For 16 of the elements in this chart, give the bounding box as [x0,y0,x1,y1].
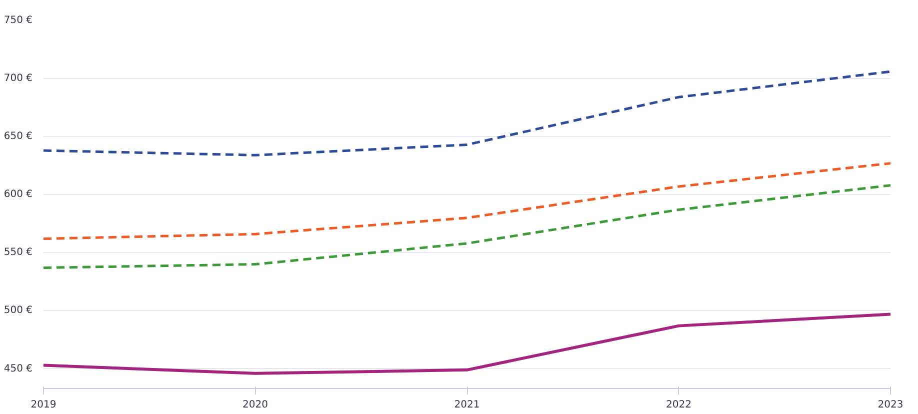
y-tick-label: 500 € [4,305,33,316]
x-tick-label: 2021 [454,400,480,410]
line-series [44,162,890,240]
x-tick-label: 2022 [666,400,692,410]
y-tick-label: 650 € [4,131,33,142]
y-tick-label: 600 € [4,189,33,200]
x-tick-label: 2023 [878,400,904,410]
line-series [44,184,890,270]
line-series [44,70,890,156]
y-tick-label: 450 € [4,363,33,374]
y-tick-label: 750 € [4,15,33,26]
x-tick-label: 2020 [242,400,268,410]
x-tick-label: 2019 [30,400,56,410]
y-tick-label: 550 € [4,247,33,258]
y-tick-label: 700 € [4,73,33,84]
line-series [44,312,890,375]
